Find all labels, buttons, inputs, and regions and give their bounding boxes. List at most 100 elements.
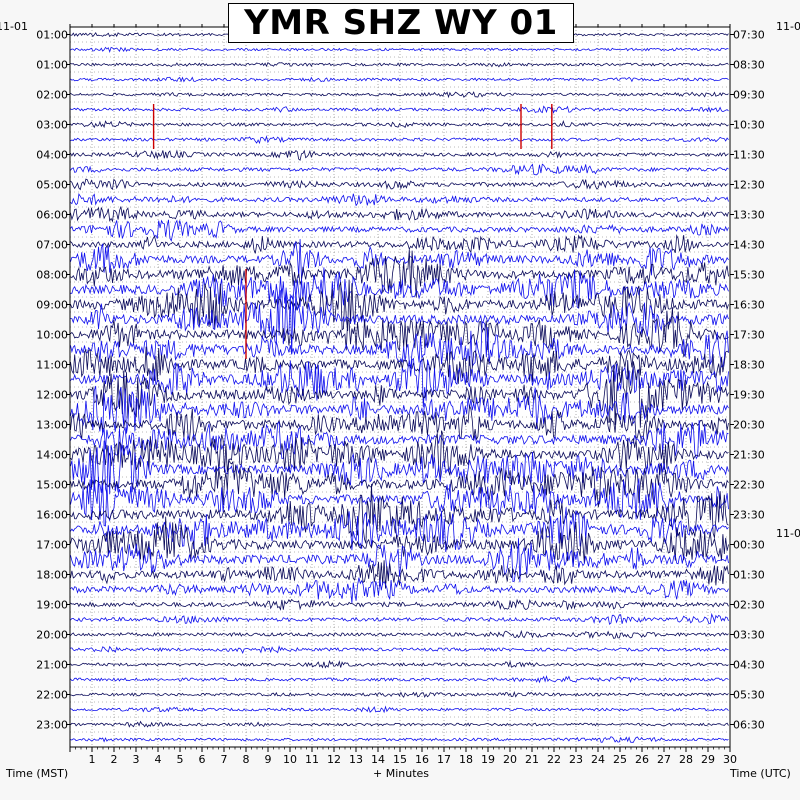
- right-hour-label: 01:30: [733, 569, 765, 582]
- seismic-trace: [70, 149, 729, 161]
- left-date-label: 11-01: [0, 20, 28, 33]
- left-hour-label: 22:00: [36, 689, 68, 702]
- x-tick-label: 25: [613, 753, 627, 766]
- right-hour-label: 04:30: [733, 659, 765, 672]
- left-hour-label: 17:00: [36, 539, 68, 552]
- x-tick-label: 30: [723, 753, 737, 766]
- seismic-trace: [70, 507, 729, 552]
- left-hour-label: 09:00: [36, 299, 68, 312]
- right-hour-label: 12:30: [733, 179, 765, 192]
- seismic-trace: [70, 612, 729, 625]
- seismic-trace: [70, 321, 729, 368]
- seismic-trace: [70, 516, 729, 568]
- x-tick-label: 3: [133, 753, 140, 766]
- left-hour-label: 01:00: [36, 59, 68, 72]
- seismic-trace: [70, 483, 729, 544]
- chart-title: YMR SHZ WY 01: [228, 3, 574, 43]
- left-hour-label: 03:00: [36, 119, 68, 132]
- right-hour-label: 20:30: [733, 419, 765, 432]
- seismic-trace: [70, 287, 729, 355]
- x-tick-label: 17: [437, 753, 451, 766]
- right-hour-label: 09:30: [733, 89, 765, 102]
- left-hour-label: 16:00: [36, 509, 68, 522]
- x-tick-label: 28: [679, 753, 693, 766]
- seismic-trace: [70, 62, 729, 68]
- x-tick-label: 29: [701, 753, 715, 766]
- right-hour-label: 22:30: [733, 479, 765, 492]
- seismic-trace: [70, 357, 729, 408]
- trace-group: [70, 32, 729, 743]
- left-hour-label: 18:00: [36, 569, 68, 582]
- right-hour-label: 07:30: [733, 29, 765, 42]
- seismic-trace: [70, 385, 729, 435]
- x-tick-label: 22: [547, 753, 561, 766]
- x-tick-label: 15: [393, 753, 407, 766]
- left-hour-label: 07:00: [36, 239, 68, 252]
- right-hour-label: 13:30: [733, 209, 765, 222]
- x-tick-label: 20: [503, 753, 517, 766]
- seismic-trace: [70, 645, 729, 654]
- seismic-trace: [70, 476, 729, 527]
- seismic-trace: [70, 234, 729, 254]
- seismic-trace: [70, 440, 729, 495]
- seismic-trace: [70, 307, 729, 358]
- right-hour-label: 18:30: [733, 359, 765, 372]
- right-hour-label: 21:30: [733, 449, 765, 462]
- seismic-trace: [70, 178, 729, 191]
- right-hour-label: 02:30: [733, 599, 765, 612]
- seismic-trace: [70, 674, 729, 684]
- x-tick-label: 6: [199, 753, 206, 766]
- right-hour-label: 19:30: [733, 389, 765, 402]
- x-tick-label: 8: [243, 753, 250, 766]
- seismic-trace: [70, 120, 729, 129]
- grid: [70, 27, 730, 747]
- seismic-trace: [70, 219, 729, 242]
- seismic-trace: [70, 577, 729, 604]
- x-tick-label: 26: [635, 753, 649, 766]
- seismic-trace: [70, 419, 729, 460]
- right-time-axis: 07:30 08:30 09:30 10:30 11:30 12:30 13:30 14:30…: [730, 29, 765, 732]
- right-hour-label: 23:30: [733, 509, 765, 522]
- left-hour-label: 06:00: [36, 209, 68, 222]
- x-tick-label: 7: [221, 753, 228, 766]
- left-hour-label: 23:00: [36, 719, 68, 732]
- seismic-trace: [70, 705, 729, 714]
- x-tick-label: 18: [459, 753, 473, 766]
- left-hour-label: 12:00: [36, 389, 68, 402]
- seismic-trace: [70, 135, 729, 145]
- left-hour-label: 20:00: [36, 629, 68, 642]
- right-hour-label: 11:30: [733, 149, 765, 162]
- x-tick-label: 1: [89, 753, 96, 766]
- left-hour-label: 15:00: [36, 479, 68, 492]
- seismic-trace: [70, 91, 729, 99]
- x-tick-label: 19: [481, 753, 495, 766]
- x-tick-label: 24: [591, 753, 605, 766]
- right-hour-label: 17:30: [733, 329, 765, 342]
- x-axis-label: + Minutes: [373, 767, 430, 780]
- seismic-trace: [70, 629, 729, 639]
- right-hour-label: 06:30: [733, 719, 765, 732]
- seismic-trace: [70, 736, 729, 743]
- right-date-label-top: 11-01: [776, 20, 800, 33]
- seismic-trace: [70, 360, 729, 428]
- left-hour-label: 05:00: [36, 179, 68, 192]
- left-hour-label: 10:00: [36, 329, 68, 342]
- right-hour-label: 05:30: [733, 689, 765, 702]
- left-hour-label: 02:00: [36, 89, 68, 102]
- seismic-trace: [70, 560, 729, 589]
- right-hour-label: 14:30: [733, 239, 765, 252]
- seismic-trace: [70, 659, 729, 669]
- x-tick-label: 9: [265, 753, 272, 766]
- right-hour-label: 10:30: [733, 119, 765, 132]
- x-axis: 1 2 3 4 5 6 7 8 9 10 11 12 13 14 15 16 17 18 19 20 21 22 23 24 2…: [69, 24, 737, 766]
- left-time-axis: 01:00 01:00 02:00 03:00 04:00 05:00 06:00 07:00…: [36, 29, 70, 732]
- right-hour-label: 16:30: [733, 299, 765, 312]
- x-tick-label: 27: [657, 753, 671, 766]
- seismic-trace: [70, 105, 729, 114]
- x-tick-label: 12: [327, 753, 341, 766]
- seismic-trace: [70, 720, 729, 728]
- left-hour-label: 04:00: [36, 149, 68, 162]
- right-hour-label: 03:30: [733, 629, 765, 642]
- seismic-trace: [70, 404, 729, 444]
